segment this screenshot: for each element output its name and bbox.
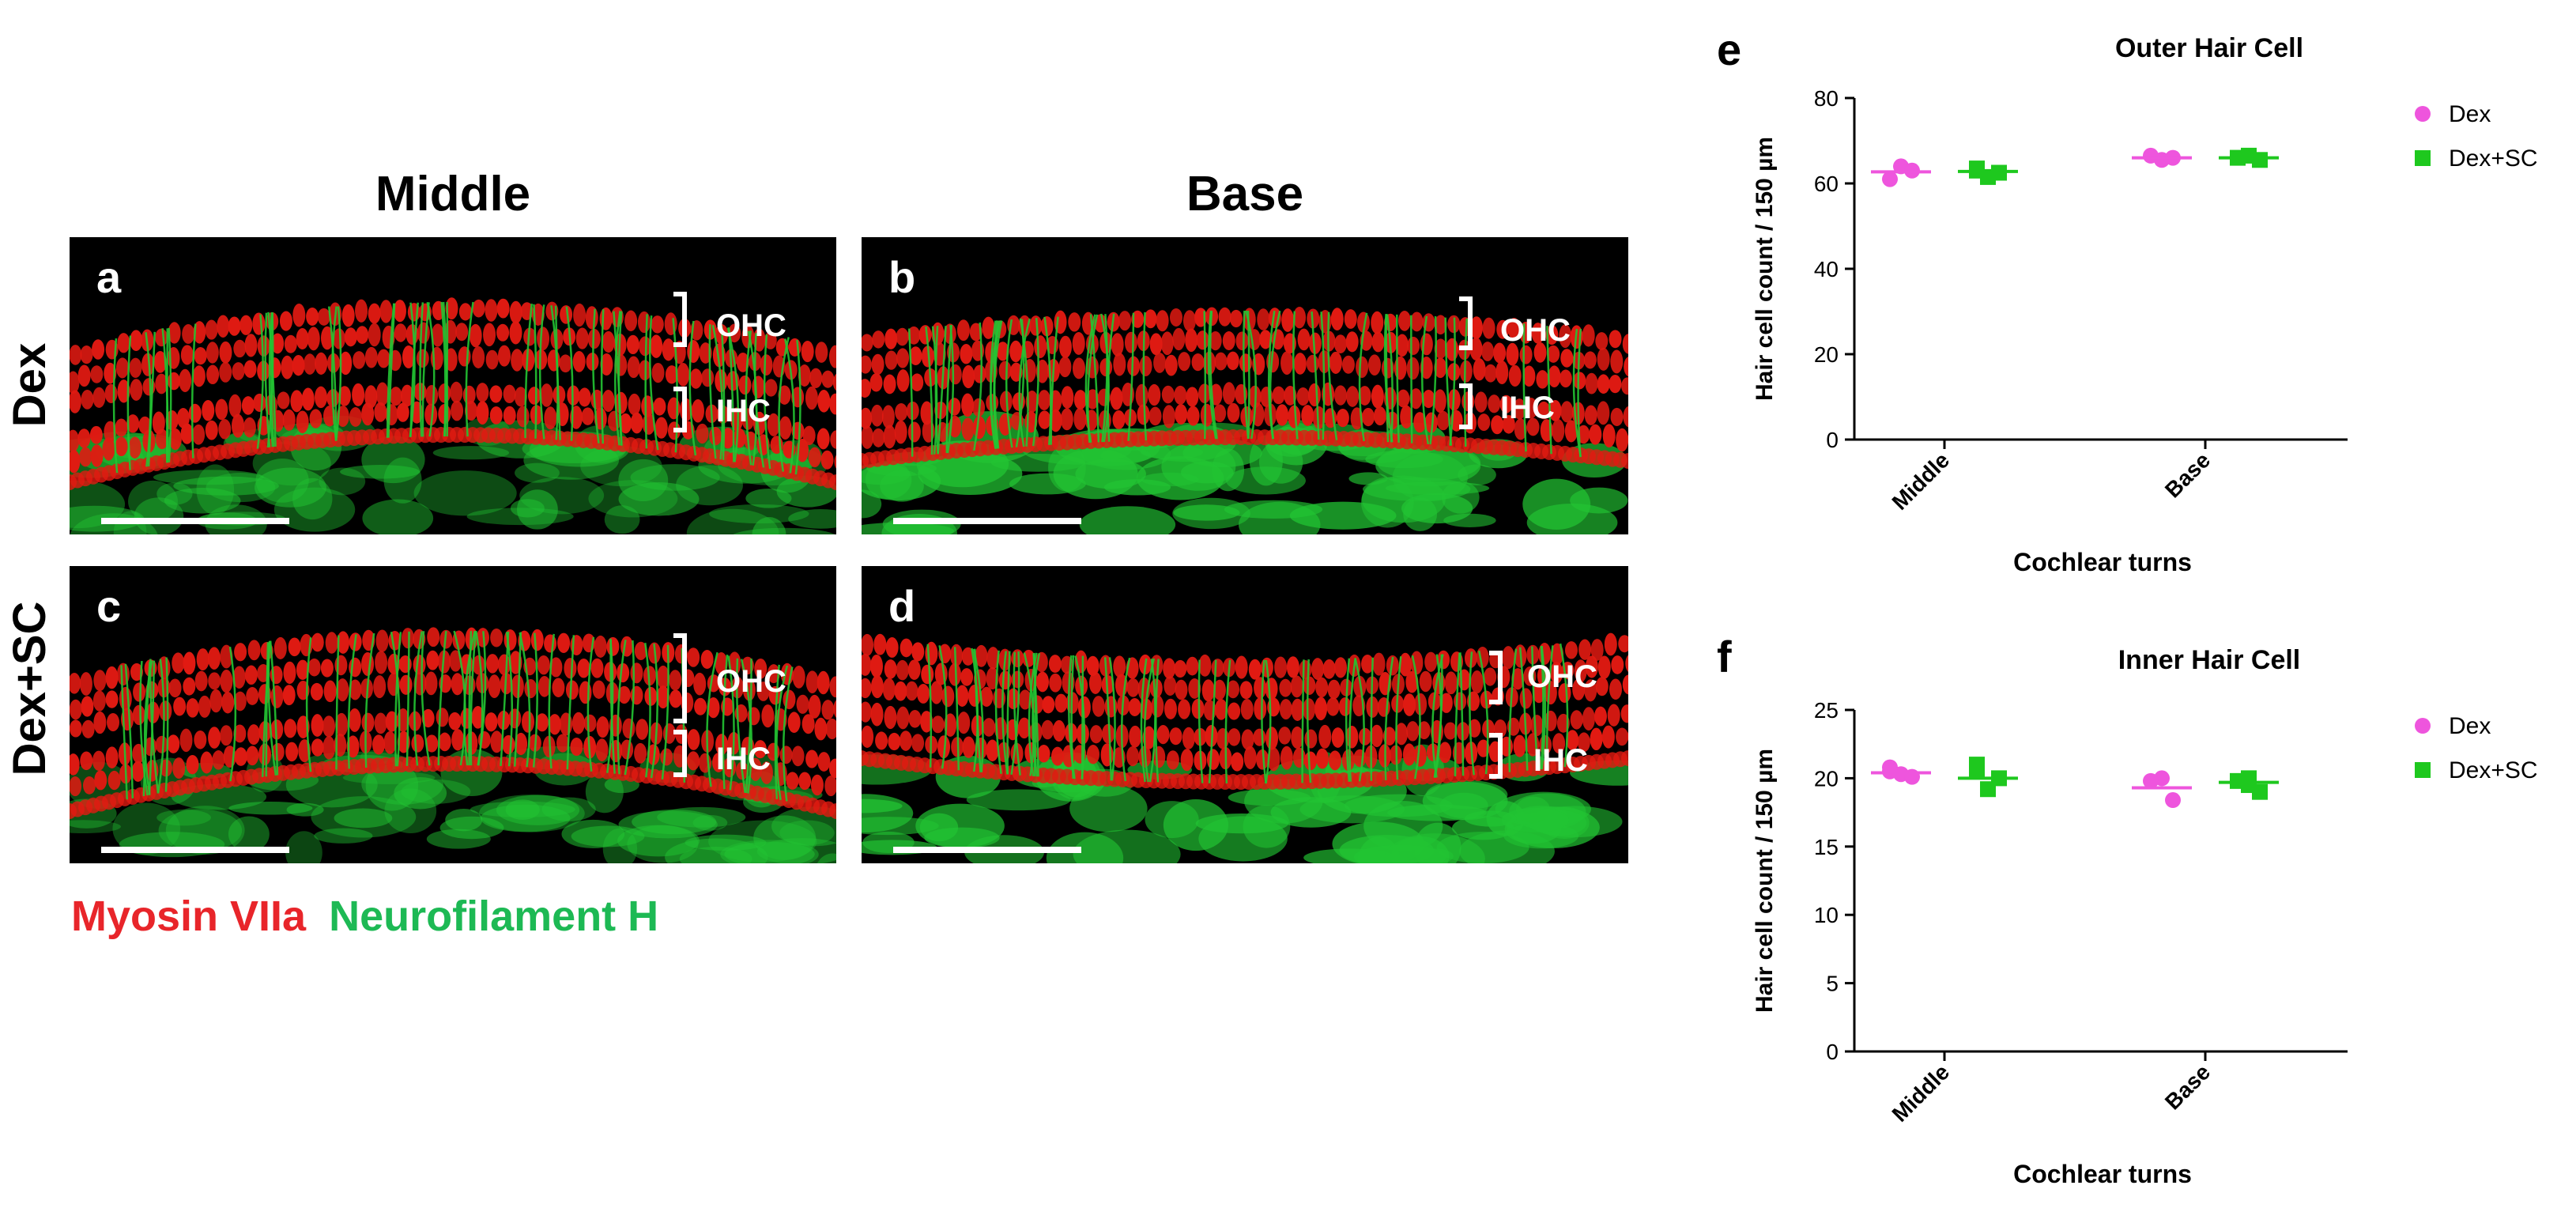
column-title-base: Base — [1186, 167, 1304, 221]
x-tick-label: Base — [2160, 1059, 2215, 1114]
y-tick-label: 5 — [1826, 972, 1839, 996]
y-tick-label: 15 — [1814, 835, 1839, 859]
legend-marker — [2415, 150, 2431, 166]
y-axis-label: Hair cell count / 150 µm — [1752, 749, 1778, 1013]
stain-legend-green: Neurofilament H — [329, 893, 659, 940]
x-axis-label: Cochlear turns — [2013, 1160, 2192, 1188]
chart-title: Outer Hair Cell — [2115, 33, 2303, 63]
y-axis-label: Hair cell count / 150 µm — [1752, 137, 1778, 401]
column-title-middle: Middle — [375, 167, 531, 221]
micrograph-panel-c: c OHC IHC — [70, 566, 836, 863]
ihc-label: IHC — [1500, 391, 1555, 425]
stain-legend: Myosin VIIa Neurofilament H — [71, 892, 658, 941]
ihc-label: IHC — [716, 394, 771, 428]
inner-hair-cell-chart: Inner Hair Cell 0 5 10 15 20 25 Hair cell count… — [1752, 645, 2538, 1188]
legend-label: Dex+SC — [2449, 145, 2538, 172]
ohc-label: OHC — [1500, 313, 1571, 348]
row-label-dex-sc: Dex+SC — [4, 601, 55, 776]
y-tick-label: 10 — [1814, 903, 1839, 927]
y-tick-label: 0 — [1826, 428, 1839, 452]
panel-letter-f: f — [1717, 632, 1732, 681]
tissue-image — [70, 627, 836, 863]
data-point — [2165, 792, 2181, 809]
legend-label: Dex — [2449, 101, 2491, 127]
tissue-image — [862, 632, 1628, 863]
legend-label: Dex+SC — [2449, 757, 2538, 783]
x-axis-label: Cochlear turns — [2013, 548, 2192, 576]
ihc-label: IHC — [1533, 743, 1588, 778]
data-point — [2252, 152, 2268, 168]
panel-label-d: d — [888, 581, 916, 631]
micrograph-panel-d: d OHC IHC — [862, 566, 1628, 863]
data-point — [1882, 171, 1898, 187]
tissue-image — [862, 296, 1628, 534]
y-tick-label: 40 — [1814, 257, 1839, 281]
x-tick-label: Middle — [1888, 447, 1955, 515]
outer-hair-cell-chart: Outer Hair Cell 0 20 40 60 80 Hair cell count … — [1752, 33, 2538, 576]
y-tick-label: 0 — [1826, 1040, 1839, 1064]
ohc-label: OHC — [716, 664, 786, 699]
tissue-image — [70, 292, 836, 534]
ohc-label: OHC — [716, 308, 786, 343]
ohc-label: OHC — [1527, 659, 1597, 694]
legend-marker — [2415, 106, 2431, 122]
stain-legend-red: Myosin VIIa — [71, 893, 307, 940]
row-label-dex: Dex — [4, 342, 55, 428]
micrograph-panel-b: b OHC IHC — [862, 237, 1628, 534]
panel-label-b: b — [888, 252, 916, 302]
x-tick-label: Middle — [1888, 1059, 1955, 1127]
panel-letter-e: e — [1717, 25, 1742, 74]
panel-label-a: a — [96, 252, 122, 302]
y-tick-label: 20 — [1814, 342, 1839, 367]
y-tick-label: 20 — [1814, 766, 1839, 791]
data-point — [2241, 777, 2257, 794]
panel-label-c: c — [96, 581, 122, 631]
x-tick-label: Base — [2160, 447, 2215, 502]
data-point — [2143, 772, 2159, 789]
legend-marker — [2415, 718, 2431, 734]
y-tick-label: 80 — [1814, 86, 1839, 111]
data-point — [1969, 763, 1985, 780]
y-tick-label: 25 — [1814, 698, 1839, 723]
micrograph-panel-a: a OHC IHC — [70, 237, 836, 534]
legend-label: Dex — [2449, 713, 2491, 739]
ihc-label: IHC — [716, 742, 771, 776]
chart-title: Inner Hair Cell — [2118, 645, 2301, 675]
legend-marker — [2415, 762, 2431, 778]
y-tick-label: 60 — [1814, 172, 1839, 196]
